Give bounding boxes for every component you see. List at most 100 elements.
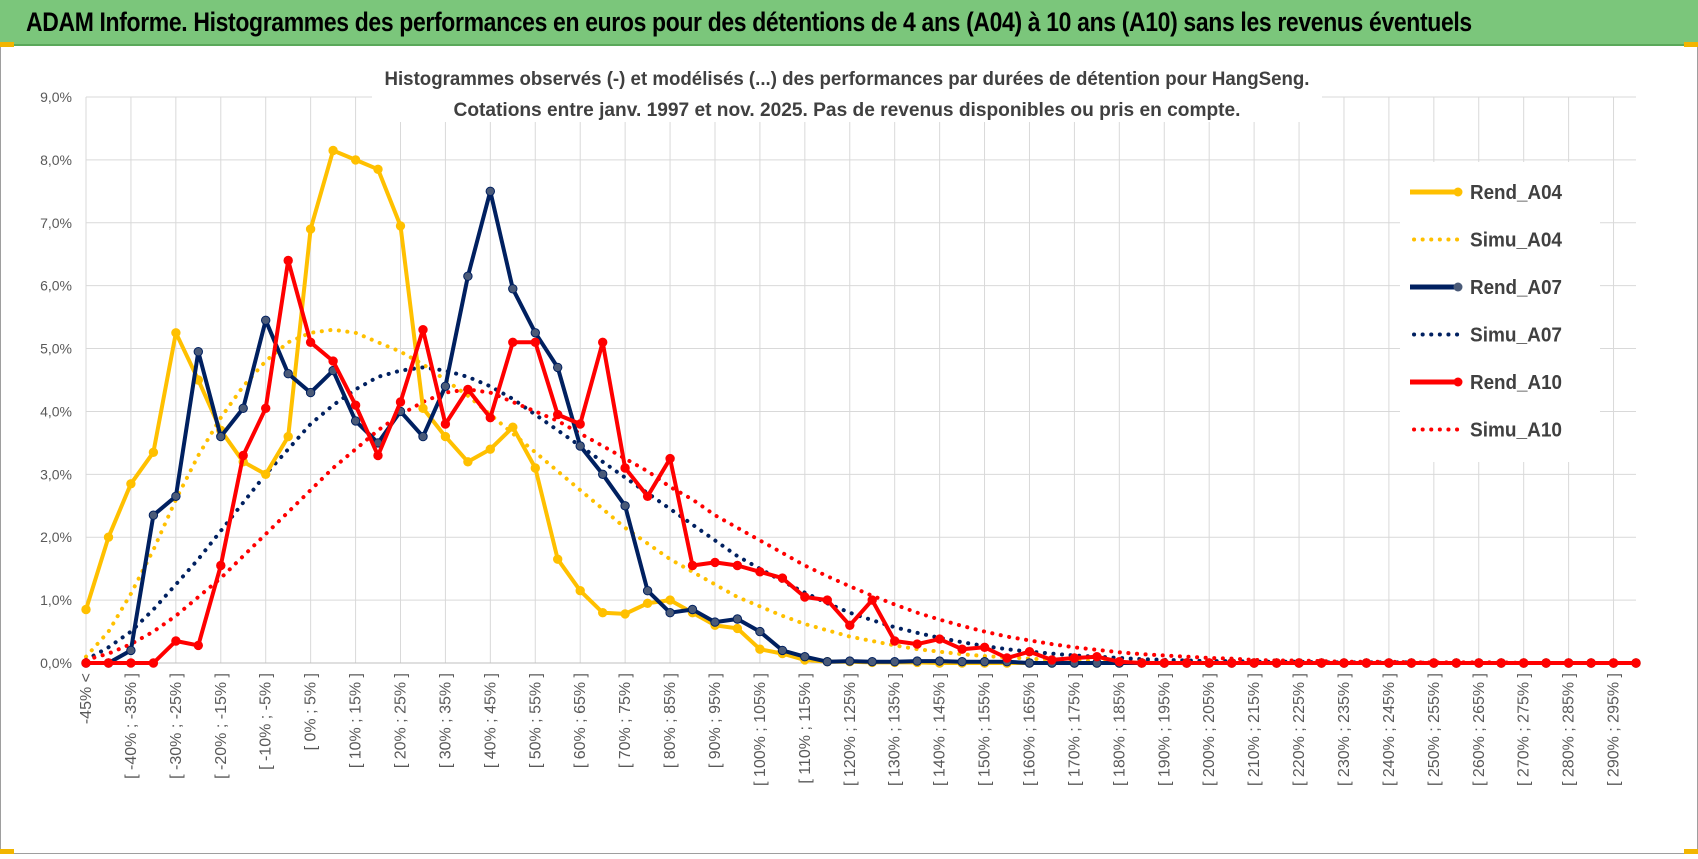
x-tick-label: [ 280% ; 285% ] bbox=[1561, 673, 1578, 786]
legend: Rend_A04 Simu_A04 Rend_A07 Simu_A07 Rend_A10… bbox=[1400, 162, 1600, 462]
data-point bbox=[642, 598, 653, 608]
x-tick-label: [ -20% ; -15% ] bbox=[213, 673, 230, 779]
data-point bbox=[912, 639, 922, 649]
data-point bbox=[530, 337, 540, 347]
data-point bbox=[1541, 658, 1551, 668]
data-point bbox=[1316, 658, 1327, 668]
corner-mark-bottom-right bbox=[1684, 849, 1698, 854]
y-tick-label: 2,0% bbox=[40, 529, 72, 545]
data-point bbox=[979, 657, 990, 667]
y-tick-label: 5,0% bbox=[40, 341, 72, 357]
data-point bbox=[508, 337, 518, 347]
data-point bbox=[957, 644, 967, 654]
data-point bbox=[1002, 653, 1012, 663]
data-point bbox=[598, 608, 608, 618]
data-point bbox=[620, 463, 630, 473]
x-tick-label: [ 260% ; 265% ] bbox=[1471, 673, 1488, 786]
data-point bbox=[350, 400, 361, 410]
data-point bbox=[1451, 658, 1462, 668]
data-point bbox=[867, 595, 877, 605]
data-point bbox=[440, 431, 451, 442]
legend-background bbox=[1400, 162, 1600, 462]
data-point bbox=[755, 644, 765, 654]
data-point bbox=[732, 623, 743, 634]
legend-item-simu-a10: Simu_A10 bbox=[1412, 420, 1562, 442]
data-point bbox=[103, 532, 114, 542]
x-tick-label: [ -10% ; -5% ] bbox=[258, 673, 275, 770]
data-point bbox=[598, 337, 608, 347]
x-tick-label: [ 250% ; 255% ] bbox=[1426, 673, 1443, 786]
x-tick-label: [ 270% ; 275% ] bbox=[1516, 673, 1533, 786]
data-point bbox=[1092, 652, 1102, 662]
data-point bbox=[822, 657, 832, 667]
legend-label: Rend_A10 bbox=[1470, 372, 1562, 394]
data-point bbox=[261, 469, 271, 479]
x-tick-label: [ 230% ; 235% ] bbox=[1336, 673, 1353, 786]
data-point bbox=[126, 658, 136, 668]
y-tick-label: 4,0% bbox=[40, 403, 72, 419]
data-point bbox=[1204, 658, 1214, 668]
data-point bbox=[148, 447, 159, 457]
data-point bbox=[575, 441, 585, 451]
x-tick-label: [ 110% ; 115% ] bbox=[797, 673, 814, 784]
x-tick-label: [ 60% ; 65% ] bbox=[572, 673, 589, 768]
data-point bbox=[328, 356, 338, 366]
data-point bbox=[553, 409, 563, 420]
data-point bbox=[350, 416, 361, 426]
data-point bbox=[710, 557, 720, 568]
data-point bbox=[845, 620, 855, 630]
legend-item-rend-a10: Rend_A10 bbox=[1410, 372, 1562, 394]
data-point bbox=[508, 422, 518, 432]
data-point bbox=[126, 645, 136, 656]
data-point bbox=[665, 453, 675, 464]
chart-title: Histogrammes observés (-) et modélisés (… bbox=[385, 69, 1310, 90]
data-point bbox=[1024, 647, 1035, 657]
data-point bbox=[777, 645, 788, 656]
data-point bbox=[755, 626, 765, 637]
chart-title-background bbox=[372, 62, 1322, 122]
data-point bbox=[395, 221, 406, 231]
report-title: ADAM Informe. Histogrammes des performan… bbox=[26, 7, 1472, 37]
x-tick-label: [ 170% ; 175% ] bbox=[1066, 673, 1083, 786]
x-tick-label: [ -40% ; -35% ] bbox=[123, 673, 140, 779]
data-point bbox=[261, 403, 271, 413]
data-point bbox=[171, 328, 181, 338]
data-point bbox=[530, 463, 540, 473]
data-point bbox=[305, 224, 316, 234]
data-point bbox=[418, 325, 428, 335]
data-point bbox=[463, 384, 473, 395]
x-tick-label: [ 80% ; 85% ] bbox=[662, 673, 679, 768]
data-point bbox=[440, 419, 451, 429]
data-point bbox=[508, 284, 518, 294]
data-point bbox=[665, 595, 675, 605]
data-point bbox=[575, 586, 585, 596]
x-tick-label: [ 200% ; 205% ] bbox=[1201, 673, 1218, 786]
x-tick-label: [ 70% ; 75% ] bbox=[617, 673, 634, 768]
data-point bbox=[238, 403, 248, 413]
series-line bbox=[84, 258, 1638, 665]
data-point bbox=[1249, 658, 1259, 668]
data-point bbox=[1047, 655, 1057, 665]
data-point bbox=[305, 387, 316, 398]
data-point bbox=[1586, 658, 1596, 668]
x-tick-label: [ 90% ; 95% ] bbox=[707, 673, 724, 768]
data-point bbox=[845, 656, 855, 666]
x-tick-label: [ 100% ; 105% ] bbox=[752, 673, 769, 786]
data-point bbox=[283, 431, 293, 442]
data-point bbox=[1227, 658, 1237, 668]
data-point bbox=[957, 657, 967, 667]
data-point bbox=[216, 560, 226, 571]
data-point bbox=[171, 636, 181, 646]
x-tick-label: [ 220% ; 225% ] bbox=[1291, 673, 1308, 786]
data-point bbox=[103, 658, 114, 668]
data-point bbox=[305, 337, 316, 347]
corner-mark-top-left bbox=[0, 42, 14, 47]
data-point bbox=[373, 450, 383, 461]
series-layer bbox=[81, 145, 1641, 668]
data-point bbox=[1406, 658, 1417, 668]
data-point bbox=[553, 554, 563, 564]
data-point bbox=[1182, 658, 1192, 668]
legend-label: Simu_A10 bbox=[1470, 420, 1562, 442]
data-point bbox=[1429, 658, 1439, 668]
data-point bbox=[867, 657, 877, 667]
